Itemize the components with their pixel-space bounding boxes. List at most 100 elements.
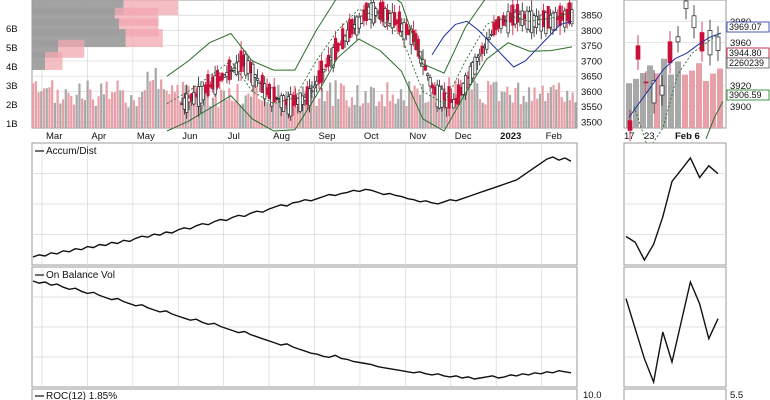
volume-bar (102, 94, 106, 128)
volume-bar (260, 100, 264, 128)
volume-bar (37, 92, 40, 128)
inset-value-label: 3906.59 (729, 90, 762, 100)
volume-bar (547, 92, 550, 128)
bollinger-upper-line (166, 0, 486, 77)
volume-bar (394, 103, 397, 128)
volume-bar (508, 94, 512, 128)
candle-body (478, 53, 482, 57)
inset-candle-body (635, 45, 641, 60)
volume-bar (176, 84, 179, 128)
volume-bar (497, 101, 501, 128)
volume-bar (473, 80, 476, 128)
volume-bar (293, 85, 296, 128)
volume-bar (514, 87, 517, 128)
volume-bar (258, 99, 261, 128)
candle-body (326, 54, 331, 67)
volume-bar (424, 102, 427, 128)
candle-body (475, 57, 479, 62)
volume-bar (250, 96, 253, 128)
volume-bar (549, 87, 552, 128)
candle-body (310, 90, 314, 93)
volume-bar (141, 91, 144, 128)
inset-volume-bar (668, 74, 674, 128)
volume-bar (228, 88, 231, 128)
volume-bar (307, 101, 310, 128)
volume-bar (70, 95, 73, 128)
indicator-inset-line (625, 156, 719, 262)
volume-bar (192, 85, 195, 128)
candle-body (256, 78, 260, 81)
volume-bar (119, 90, 122, 128)
volume-bar (247, 93, 250, 128)
volume-bar (53, 102, 57, 128)
price-tick-label: 3550 (581, 102, 602, 113)
volume-bar (342, 85, 345, 128)
volume-bar (380, 94, 384, 128)
candle-body (464, 75, 468, 96)
volume-bar (209, 106, 212, 128)
volume-bar (568, 100, 572, 128)
volume-bar (318, 98, 321, 128)
inset-volume-bar (682, 74, 688, 128)
volume-bar (413, 85, 416, 128)
volume-bar (563, 101, 566, 128)
volume-bar (465, 83, 468, 128)
volume-bar (527, 87, 531, 128)
x-tick-label: Oct (364, 131, 379, 142)
volume-bar (438, 100, 441, 128)
volume-by-price-bar-down (32, 51, 46, 70)
volume-bar (544, 101, 547, 128)
candle-body (230, 70, 234, 72)
volume-bar (375, 106, 378, 128)
volume-bar (468, 84, 471, 128)
candle-body (397, 11, 401, 33)
volume-bar (86, 80, 89, 128)
inset-volume-bar (675, 61, 681, 128)
volume-bar (206, 90, 209, 128)
candle-body (274, 97, 279, 99)
volume-axis-label: 1B (6, 119, 18, 130)
candle-body (421, 59, 425, 67)
volume-bar (476, 83, 479, 128)
candle-body (253, 74, 257, 78)
price-tick-label: 3750 (581, 41, 602, 52)
volume-bar (190, 93, 193, 128)
volume-bar (255, 85, 258, 128)
volume-bar (157, 88, 160, 128)
volume-bar (168, 94, 171, 128)
volume-bar (130, 95, 133, 128)
volume-bar (277, 84, 280, 128)
volume-bar (132, 100, 136, 128)
volume-bar (312, 96, 315, 128)
volume-bar (233, 101, 236, 128)
candle-body (272, 86, 276, 102)
x-tick-label: May (137, 131, 155, 142)
volume-bar (187, 85, 190, 128)
candle-body (473, 56, 477, 75)
roc-tick-label: 10.0 (583, 390, 602, 400)
volume-bar (149, 81, 152, 128)
candle-body (515, 4, 520, 23)
candle-body (336, 42, 340, 52)
candle-body (322, 68, 326, 73)
volume-bar (51, 80, 54, 128)
volume-bar (557, 82, 561, 128)
inset-volume-bar (640, 73, 646, 128)
volume-bar (269, 103, 272, 128)
volume-bar (489, 84, 493, 128)
inset-x-tick-label: 17 (624, 131, 635, 142)
volume-bar (356, 85, 359, 128)
volume-bar (416, 88, 419, 128)
volume-bar (89, 89, 92, 128)
volume-bar (448, 90, 452, 128)
volume-bar (487, 80, 490, 128)
inset-value-label: 2260239 (729, 58, 764, 68)
x-tick-label: Sep (319, 131, 336, 142)
volume-axis-label: 2B (6, 100, 18, 111)
roc-inset-tick-label: 5.5 (730, 390, 743, 400)
candle-body (426, 73, 430, 76)
volume-axis-label: 4B (6, 62, 18, 73)
volume-bar (446, 99, 449, 128)
volume-bar (522, 95, 525, 128)
